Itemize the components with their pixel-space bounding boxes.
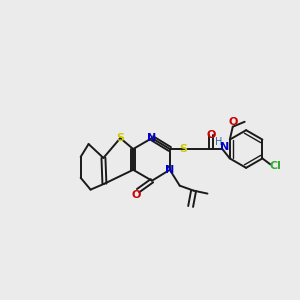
Text: N: N — [147, 133, 157, 143]
Text: H: H — [215, 137, 222, 147]
Text: S: S — [180, 144, 188, 154]
Text: Cl: Cl — [269, 161, 281, 171]
Text: N: N — [165, 165, 174, 175]
Text: S: S — [116, 133, 124, 143]
Text: O: O — [131, 190, 141, 200]
Text: O: O — [207, 130, 216, 140]
Text: O: O — [228, 117, 238, 127]
Text: N: N — [220, 142, 229, 152]
